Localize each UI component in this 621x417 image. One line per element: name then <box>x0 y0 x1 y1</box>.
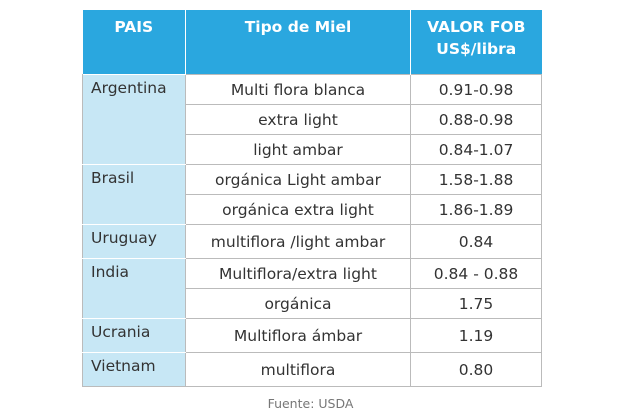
fob-value-cell: 0.84-1.07 <box>410 134 542 165</box>
table-row: India Multiflora/extra light 0.84 - 0.88 <box>82 258 542 319</box>
header-cell: Tipo de Miel <box>185 10 411 75</box>
fob-value-cell: 0.84 <box>410 224 542 259</box>
honey-type-cell: orgánica <box>185 288 411 319</box>
fob-value-cell: 0.88-0.98 <box>410 104 542 135</box>
honey-type-cell: multiflora /light ambar <box>185 224 411 259</box>
honey-price-table: PAIS Tipo de Miel VALOR FOB US$/libra Argen… <box>82 10 542 387</box>
country-cell: Uruguay <box>82 224 186 259</box>
country-cell: Ucrania <box>82 318 186 353</box>
header-line: US$/libra <box>436 40 517 58</box>
table-row: Vietnam multiflora 0.80 <box>82 352 542 387</box>
fob-value-cell: 1.86-1.89 <box>410 194 542 225</box>
honey-type-cell: Multi flora blanca <box>185 74 411 105</box>
table-row: light ambar 0.84-1.07 <box>83 134 542 165</box>
table-row: Uruguay multiflora /light ambar 0.84 <box>82 224 542 259</box>
table-row: extra light 0.88-0.98 <box>83 104 542 135</box>
honey-type-cell: orgánica Light ambar <box>185 164 411 195</box>
fob-value-cell: 0.84 - 0.88 <box>410 258 542 289</box>
fob-value-cell: 1.58-1.88 <box>410 164 542 195</box>
table-row: Brasil orgánica Light ambar 1.58-1.88 <box>82 164 542 225</box>
table-row: Ucrania Multiflora ámbar 1.19 <box>82 318 542 353</box>
country-cell: Argentina <box>82 74 186 165</box>
honey-type-cell: Multiflora ámbar <box>185 318 411 353</box>
honey-type-cell: multiflora <box>185 352 411 387</box>
fob-value-cell: 0.80 <box>410 352 542 387</box>
header-cell: PAIS <box>82 10 186 75</box>
honey-type-cell: extra light <box>185 104 411 135</box>
honey-type-cell: Multiflora/extra light <box>185 258 411 289</box>
table-row: orgánica extra light 1.86-1.89 <box>83 194 542 225</box>
table-row: orgánica 1.75 <box>83 288 542 319</box>
table-row: Argentina Multi flora blanca 0.91-0.98 <box>82 74 542 165</box>
header-line: VALOR FOB <box>427 18 526 36</box>
table-body: Argentina Multi flora blanca 0.91-0.98 extr… <box>82 74 542 387</box>
fob-value-cell: 1.19 <box>410 318 542 353</box>
country-cell: Brasil <box>82 164 186 225</box>
header-row: PAIS Tipo de Miel VALOR FOB US$/libra <box>82 10 542 75</box>
fob-value-cell: 1.75 <box>410 288 542 319</box>
header-cell: VALOR FOB US$/libra <box>410 10 542 75</box>
fob-value-cell: 0.91-0.98 <box>410 74 542 105</box>
source-note: Fuente: USDA <box>267 396 354 411</box>
honey-type-cell: orgánica extra light <box>185 194 411 225</box>
honey-type-cell: light ambar <box>185 134 411 165</box>
country-cell: Vietnam <box>82 352 186 387</box>
country-cell: India <box>82 258 186 319</box>
